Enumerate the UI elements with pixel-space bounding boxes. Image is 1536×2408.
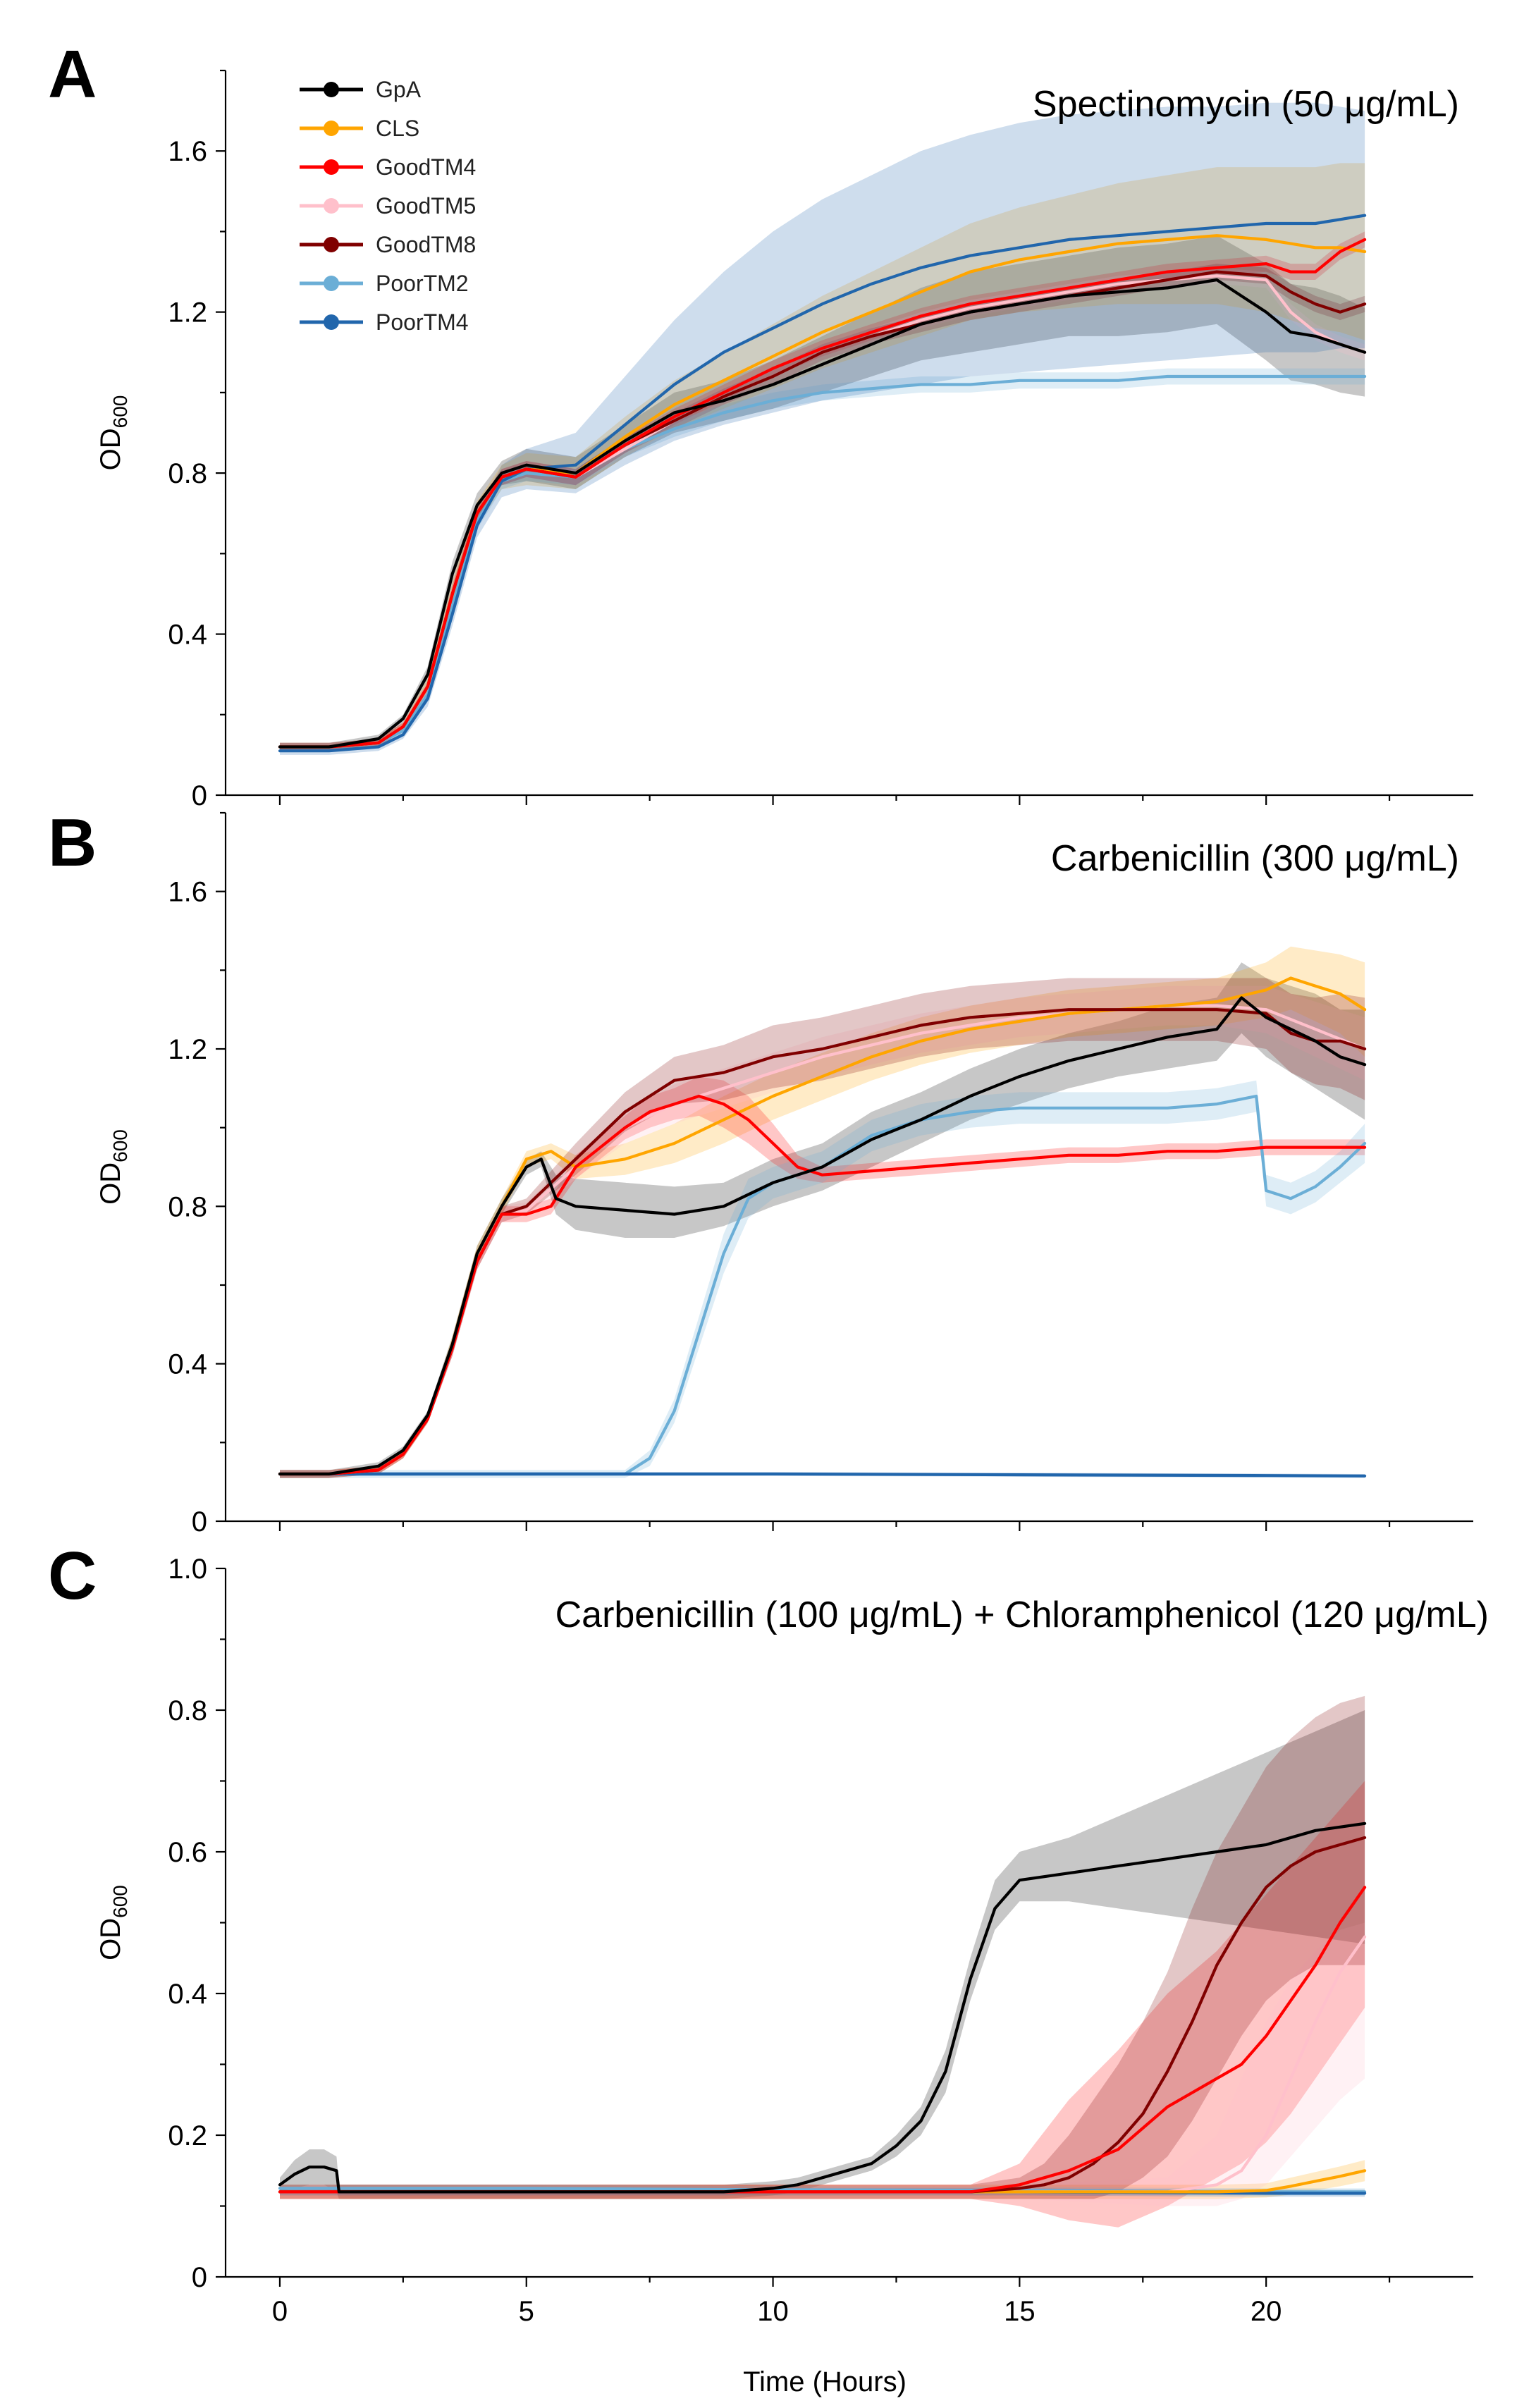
lines-c <box>278 1822 1367 2195</box>
panel-a: 0 0.4 0.8 1.2 1.6 OD600 A Spectinomycin (50 μg/… <box>48 37 1473 811</box>
y-tick-label-a: 0.8 <box>168 458 207 489</box>
legend-label: GoodTM8 <box>376 232 476 257</box>
legend-marker <box>324 159 339 175</box>
bands-c <box>280 1695 1365 2228</box>
y-tick-label-c: 1.0 <box>168 1554 207 1585</box>
x-tick-label-c: 10 <box>757 2296 789 2327</box>
legend-label: GoodTM5 <box>376 193 476 219</box>
legend-label: GoodTM4 <box>376 154 476 180</box>
series-line-poortm2-a <box>278 374 1367 749</box>
x-tick-label-c: 15 <box>1004 2296 1036 2327</box>
band-goodtm5-c <box>280 1922 1365 2206</box>
band-cls-b <box>280 946 1365 1478</box>
legend-item-poortm4: PoorTM4 <box>300 309 469 335</box>
axes-a: 0 0.4 0.8 1.2 1.6 <box>168 69 1473 811</box>
legend: GpA CLS GoodTM4 GoodTM5 GoodTM8 PoorTM2 PoorTM… <box>300 77 476 335</box>
series-line-gpa-a <box>278 278 1367 749</box>
y-tick-label-a: 0 <box>192 780 207 811</box>
legend-label: PoorTM2 <box>376 271 469 296</box>
legend-marker <box>324 121 339 136</box>
y-tick-label-a: 1.2 <box>168 297 207 328</box>
axes-b: 0 0.4 0.8 1.2 1.6 <box>168 811 1473 1537</box>
panel-letter-a: A <box>48 37 97 112</box>
axes-c: 0 0.2 0.4 0.6 0.8 1.0 0 5 10 15 20 <box>168 1554 1473 2327</box>
series-line-poortm4-a <box>278 214 1367 753</box>
legend-item-poortm2: PoorTM2 <box>300 271 469 296</box>
y-tick-label-b: 0.4 <box>168 1349 207 1380</box>
y-tick-label-b: 1.2 <box>168 1034 207 1065</box>
y-tick-label-b: 1.6 <box>168 877 207 908</box>
y-axis-title-main: OD <box>95 428 126 470</box>
y-tick-label-c: 0 <box>192 2262 207 2293</box>
x-axis-title: Time (Hours) <box>743 2366 907 2397</box>
band-goodtm4-b <box>280 1076 1365 1478</box>
y-tick-label-c: 0.2 <box>168 2120 207 2151</box>
y-tick-label-a: 1.6 <box>168 136 207 167</box>
series-line-goodtm4-c <box>278 1886 1367 2194</box>
x-tick-label-c: 5 <box>519 2296 534 2327</box>
x-axis-title-group: Time (Hours) <box>743 2366 907 2397</box>
x-tick-label-c: 20 <box>1251 2296 1282 2327</box>
legend-marker <box>324 314 339 330</box>
panel-title-b: Carbenicillin (300 μg/mL) <box>1051 838 1459 879</box>
bands-b <box>280 946 1365 1478</box>
legend-item-goodtm5: GoodTM5 <box>300 193 476 219</box>
y-tick-label-a: 0.4 <box>168 620 207 651</box>
y-tick-label-c: 0.6 <box>168 1837 207 1868</box>
lines-b <box>278 976 1367 1478</box>
legend-label: PoorTM4 <box>376 309 469 335</box>
y-axis-title-sub: 600 <box>109 1885 131 1918</box>
y-axis-title-sub: 600 <box>109 395 131 429</box>
legend-marker <box>324 237 339 252</box>
legend-label: GpA <box>376 77 422 102</box>
y-tick-label-b: 0 <box>192 1506 207 1537</box>
panel-letter-b: B <box>48 805 97 880</box>
series-line-goodtm4-a <box>278 238 1367 749</box>
y-axis-title-main: OD <box>95 1162 126 1205</box>
panel-title-c: Carbenicillin (100 μg/mL) + Chlorampheni… <box>555 1595 1489 1635</box>
panel-c: 0 0.2 0.4 0.6 0.8 1.0 0 5 10 15 20 OD600 C Carbenicil… <box>48 1538 1489 2327</box>
band-poortm2-b <box>280 1080 1365 1478</box>
legend-marker <box>324 82 339 97</box>
legend-item-cls: CLS <box>300 116 419 141</box>
band-poortm4-a <box>280 102 1365 755</box>
band-goodtm4-c <box>280 1781 1365 2228</box>
y-tick-label-c: 0.4 <box>168 1979 207 2010</box>
band-gpa-a <box>280 235 1365 751</box>
panel-letter-c: C <box>48 1538 97 1614</box>
legend-item-gpa: GpA <box>300 77 422 102</box>
panel-b: 0 0.4 0.8 1.2 1.6 OD600 B Carbenicillin (300 μg… <box>48 805 1473 1537</box>
y-axis-title-b: OD600 <box>95 1129 131 1205</box>
band-gpa-c <box>280 1710 1365 2199</box>
series-line-poortm4-b <box>278 1472 1367 1478</box>
series-line-poortm2-b <box>278 1094 1367 1476</box>
y-axis-title-a: OD600 <box>95 395 131 471</box>
y-tick-label-b: 0.8 <box>168 1191 207 1222</box>
y-axis-title-main: OD <box>95 1918 126 1960</box>
series-line-gpa-c <box>278 1822 1367 2194</box>
band-cls-a <box>280 163 1365 751</box>
panel-title-a: Spectinomycin (50 μg/mL) <box>1033 84 1459 125</box>
y-tick-label-c: 0.8 <box>168 1695 207 1726</box>
legend-marker <box>324 198 339 214</box>
x-tick-label-c: 0 <box>272 2296 288 2327</box>
legend-item-goodtm4: GoodTM4 <box>300 154 476 180</box>
y-axis-title-c: OD600 <box>95 1885 131 1960</box>
series-line-gpa-b <box>278 996 1367 1476</box>
band-poortm2-a <box>280 368 1365 751</box>
y-axis-title-sub: 600 <box>109 1129 131 1162</box>
legend-item-goodtm8: GoodTM8 <box>300 232 476 257</box>
legend-marker <box>324 276 339 291</box>
legend-label: CLS <box>376 116 419 141</box>
lines-a <box>278 214 1367 753</box>
